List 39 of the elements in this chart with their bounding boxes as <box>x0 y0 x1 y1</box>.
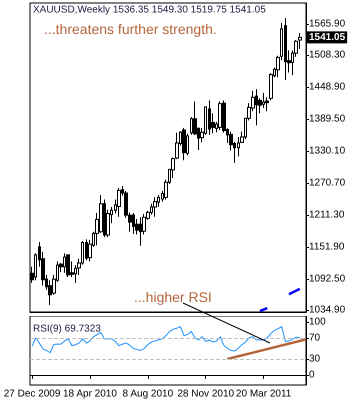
y-tick-label: 1565.90 <box>309 18 346 30</box>
y-tick-label: 70 <box>309 332 321 344</box>
y-tick-label: 30 <box>309 353 321 364</box>
chart-title: XAUUSD,Weekly 1536.35 1549.30 1519.75 1541.05 <box>33 4 266 16</box>
candlestick <box>117 188 121 218</box>
candlestick <box>218 101 222 131</box>
y-tick-label: 1508.30 <box>309 50 346 61</box>
candlestick <box>63 252 66 274</box>
candlestick <box>255 88 258 126</box>
candlestick <box>182 127 186 161</box>
x-tick-label: 18 Apr 2010 <box>62 388 118 400</box>
y-tick-label: 1448.90 <box>309 82 346 93</box>
candlestick <box>284 18 287 80</box>
x-tick-label: 27 Dec 2009 <box>4 388 61 400</box>
candlestick <box>139 216 142 246</box>
y-tick-label: 1389.50 <box>309 114 346 125</box>
text: 1541.05 <box>309 32 346 43</box>
candlestick <box>85 238 88 261</box>
candlestick <box>153 196 157 218</box>
y-tick-label: 1092.50 <box>309 273 346 284</box>
y-tick-label: 1270.70 <box>309 177 346 188</box>
y-tick-label: 1034.90 <box>309 304 346 316</box>
candlestick <box>132 212 135 234</box>
x-tick-label: 28 Nov 2010 <box>177 388 235 400</box>
y-tick-label: 1151.90 <box>309 241 345 252</box>
annotation: ...threatens further strength. <box>44 21 217 37</box>
annotation: ...higher RSI <box>134 289 212 305</box>
x-tick-label: 20 Mar 2011 <box>236 388 292 400</box>
candlestick <box>103 198 106 238</box>
x-tick-label: 8 Aug 2010 <box>122 388 174 400</box>
y-tick-label: 0 <box>309 369 315 380</box>
y-tick-label: 1330.10 <box>309 145 346 156</box>
candlestick <box>66 254 70 278</box>
y-tick-label: 1211.30 <box>309 209 345 220</box>
line-series <box>32 326 300 354</box>
text: RSI(9) 69.7323 <box>33 324 102 334</box>
y-tick-label: 100 <box>309 316 326 328</box>
candlestick <box>208 100 211 136</box>
candlestick <box>265 96 269 112</box>
